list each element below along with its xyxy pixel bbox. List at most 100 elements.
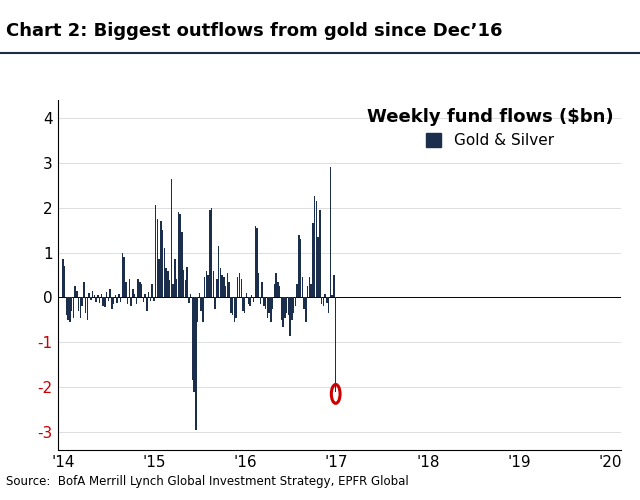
Bar xyxy=(139,282,141,298)
Bar xyxy=(127,298,128,304)
Bar xyxy=(274,284,275,298)
Bar xyxy=(191,298,193,380)
Bar xyxy=(79,298,81,318)
Bar xyxy=(277,282,279,298)
Bar xyxy=(125,282,127,298)
Bar xyxy=(164,248,165,298)
Bar xyxy=(165,268,167,298)
Bar xyxy=(132,290,134,298)
Bar xyxy=(234,298,235,322)
Bar xyxy=(100,294,102,298)
Bar xyxy=(263,298,265,306)
Bar xyxy=(248,298,249,304)
Bar xyxy=(312,224,314,298)
Bar xyxy=(255,226,256,298)
Bar xyxy=(172,284,174,298)
Bar xyxy=(249,298,251,306)
Bar xyxy=(296,284,298,298)
Bar xyxy=(321,298,323,304)
Bar xyxy=(109,290,111,298)
Bar xyxy=(300,239,301,298)
Bar xyxy=(85,298,86,313)
Bar xyxy=(301,277,303,297)
Bar xyxy=(260,298,261,304)
Bar xyxy=(169,280,170,297)
Bar xyxy=(281,298,282,320)
Bar xyxy=(108,298,109,301)
Bar xyxy=(131,298,132,306)
Bar xyxy=(272,298,273,308)
Bar xyxy=(214,298,216,308)
Bar xyxy=(293,298,294,313)
Bar xyxy=(253,298,254,302)
Bar xyxy=(223,277,225,297)
Bar xyxy=(129,278,130,297)
Bar xyxy=(184,280,186,297)
Bar xyxy=(267,298,268,318)
Bar xyxy=(162,230,163,298)
Bar xyxy=(151,284,153,298)
Bar xyxy=(330,168,331,298)
Bar xyxy=(225,286,227,298)
Bar xyxy=(211,208,212,298)
Bar xyxy=(90,298,92,300)
Bar xyxy=(138,280,139,297)
Bar xyxy=(227,273,228,297)
Bar xyxy=(160,221,161,298)
Bar xyxy=(204,277,205,297)
Bar xyxy=(288,298,289,316)
Bar xyxy=(64,266,65,298)
Bar xyxy=(95,298,97,302)
Bar xyxy=(202,298,204,322)
Bar xyxy=(122,252,123,298)
Bar xyxy=(144,294,146,298)
Bar xyxy=(97,295,99,298)
Bar xyxy=(291,298,292,320)
Legend: Gold & Silver: Gold & Silver xyxy=(367,108,613,148)
Bar xyxy=(209,210,211,298)
Bar xyxy=(67,298,69,320)
Bar xyxy=(115,295,116,298)
Bar xyxy=(308,277,310,297)
Bar xyxy=(314,196,316,298)
Bar xyxy=(286,298,287,313)
Bar xyxy=(218,246,220,298)
Bar xyxy=(62,260,63,298)
Bar xyxy=(177,212,179,298)
Bar xyxy=(150,298,151,301)
Bar xyxy=(179,214,180,298)
Bar xyxy=(195,298,196,430)
Bar xyxy=(269,298,270,313)
Bar xyxy=(333,275,335,297)
Bar xyxy=(246,293,247,298)
Bar xyxy=(76,290,77,298)
Bar xyxy=(279,286,280,298)
Bar xyxy=(88,293,90,298)
Bar xyxy=(198,293,200,298)
Bar xyxy=(146,298,148,311)
Bar xyxy=(282,298,284,326)
Text: Chart 2: Biggest outflows from gold since Dec’16: Chart 2: Biggest outflows from gold sinc… xyxy=(6,22,503,40)
Bar xyxy=(196,298,198,322)
Bar xyxy=(316,201,317,298)
Bar xyxy=(237,277,239,297)
Bar xyxy=(243,298,244,311)
Bar xyxy=(86,298,88,320)
Bar xyxy=(228,282,230,298)
Bar xyxy=(310,284,312,298)
Bar xyxy=(158,260,160,298)
Bar xyxy=(74,286,76,298)
Bar xyxy=(181,232,182,298)
Bar xyxy=(305,298,307,322)
Bar xyxy=(295,298,296,306)
Bar xyxy=(167,270,168,297)
Bar xyxy=(298,234,300,298)
Bar xyxy=(265,298,266,308)
Bar xyxy=(230,298,232,313)
Bar xyxy=(256,228,258,298)
Bar xyxy=(170,178,172,298)
Bar xyxy=(143,298,144,302)
Bar xyxy=(200,298,202,311)
Bar xyxy=(93,295,95,298)
Bar xyxy=(72,298,74,318)
